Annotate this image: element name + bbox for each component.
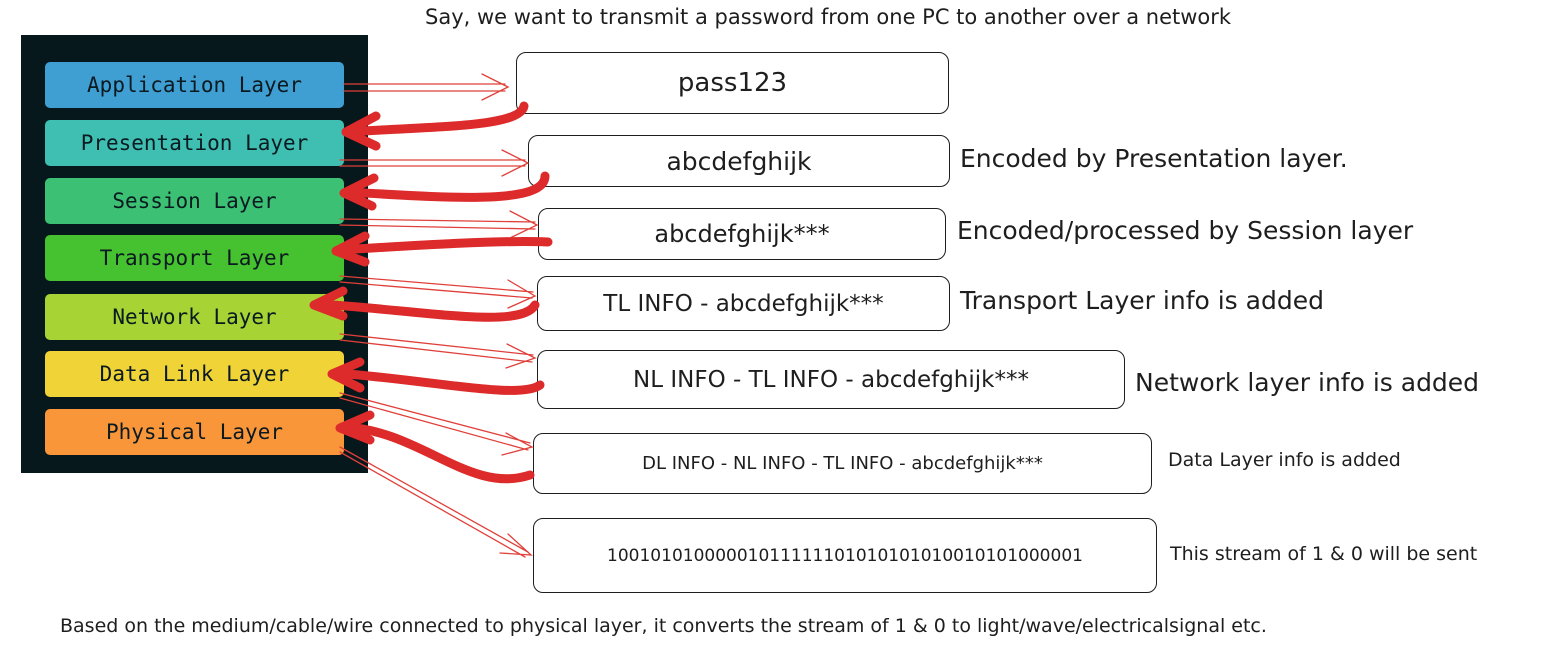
thin-arrow-physical — [339, 446, 533, 558]
step-box-application: pass123 — [516, 52, 949, 114]
thin-arrow-presentation — [339, 149, 530, 177]
step-box-physical: 1001010100000101111110101010101001010100… — [533, 518, 1157, 593]
session-layer: Session Layer — [45, 178, 344, 224]
thick-arrow-to-network — [309, 286, 540, 322]
presentation-layer: Presentation Layer — [45, 120, 344, 166]
step-box-data-link: DL INFO - NL INFO - TL INFO - abcdefghij… — [533, 433, 1152, 494]
thin-arrow-data-link — [339, 392, 534, 456]
note-data-link: Data Layer info is added — [1168, 449, 1401, 471]
note-physical: This stream of 1 & 0 will be sent — [1170, 543, 1478, 565]
thick-arrow-to-presentation — [341, 101, 529, 151]
thin-arrow-transport — [339, 275, 537, 309]
network-layer: Network Layer — [45, 294, 344, 340]
step-box-transport: TL INFO - abcdefghijk*** — [537, 276, 950, 331]
thin-arrow-application — [343, 73, 510, 101]
thick-arrow-to-session — [339, 171, 550, 211]
note-presentation: Encoded by Presentation layer. — [960, 144, 1348, 173]
thick-arrow-to-physical — [335, 410, 535, 484]
footer-note: Based on the medium/cable/wire connected… — [60, 615, 1267, 637]
thick-arrow-to-transport — [331, 231, 553, 267]
data-link-layer: Data Link Layer — [45, 351, 344, 397]
physical-layer: Physical Layer — [45, 409, 344, 455]
transport-layer: Transport Layer — [45, 235, 344, 281]
step-box-network: NL INFO - TL INFO - abcdefghijk*** — [537, 350, 1125, 409]
step-box-presentation: abcdefghijk — [528, 135, 950, 187]
application-layer: Application Layer — [45, 62, 344, 108]
diagram-title: Say, we want to transmit a password from… — [425, 5, 1232, 29]
note-session: Encoded/processed by Session layer — [957, 216, 1414, 245]
thin-arrow-session — [339, 210, 539, 239]
thin-arrow-network — [339, 333, 537, 369]
note-transport: Transport Layer info is added — [960, 286, 1324, 315]
note-network: Network layer info is added — [1135, 368, 1480, 397]
step-box-session: abcdefghijk*** — [538, 208, 946, 260]
thick-arrow-to-data-link — [327, 357, 545, 395]
